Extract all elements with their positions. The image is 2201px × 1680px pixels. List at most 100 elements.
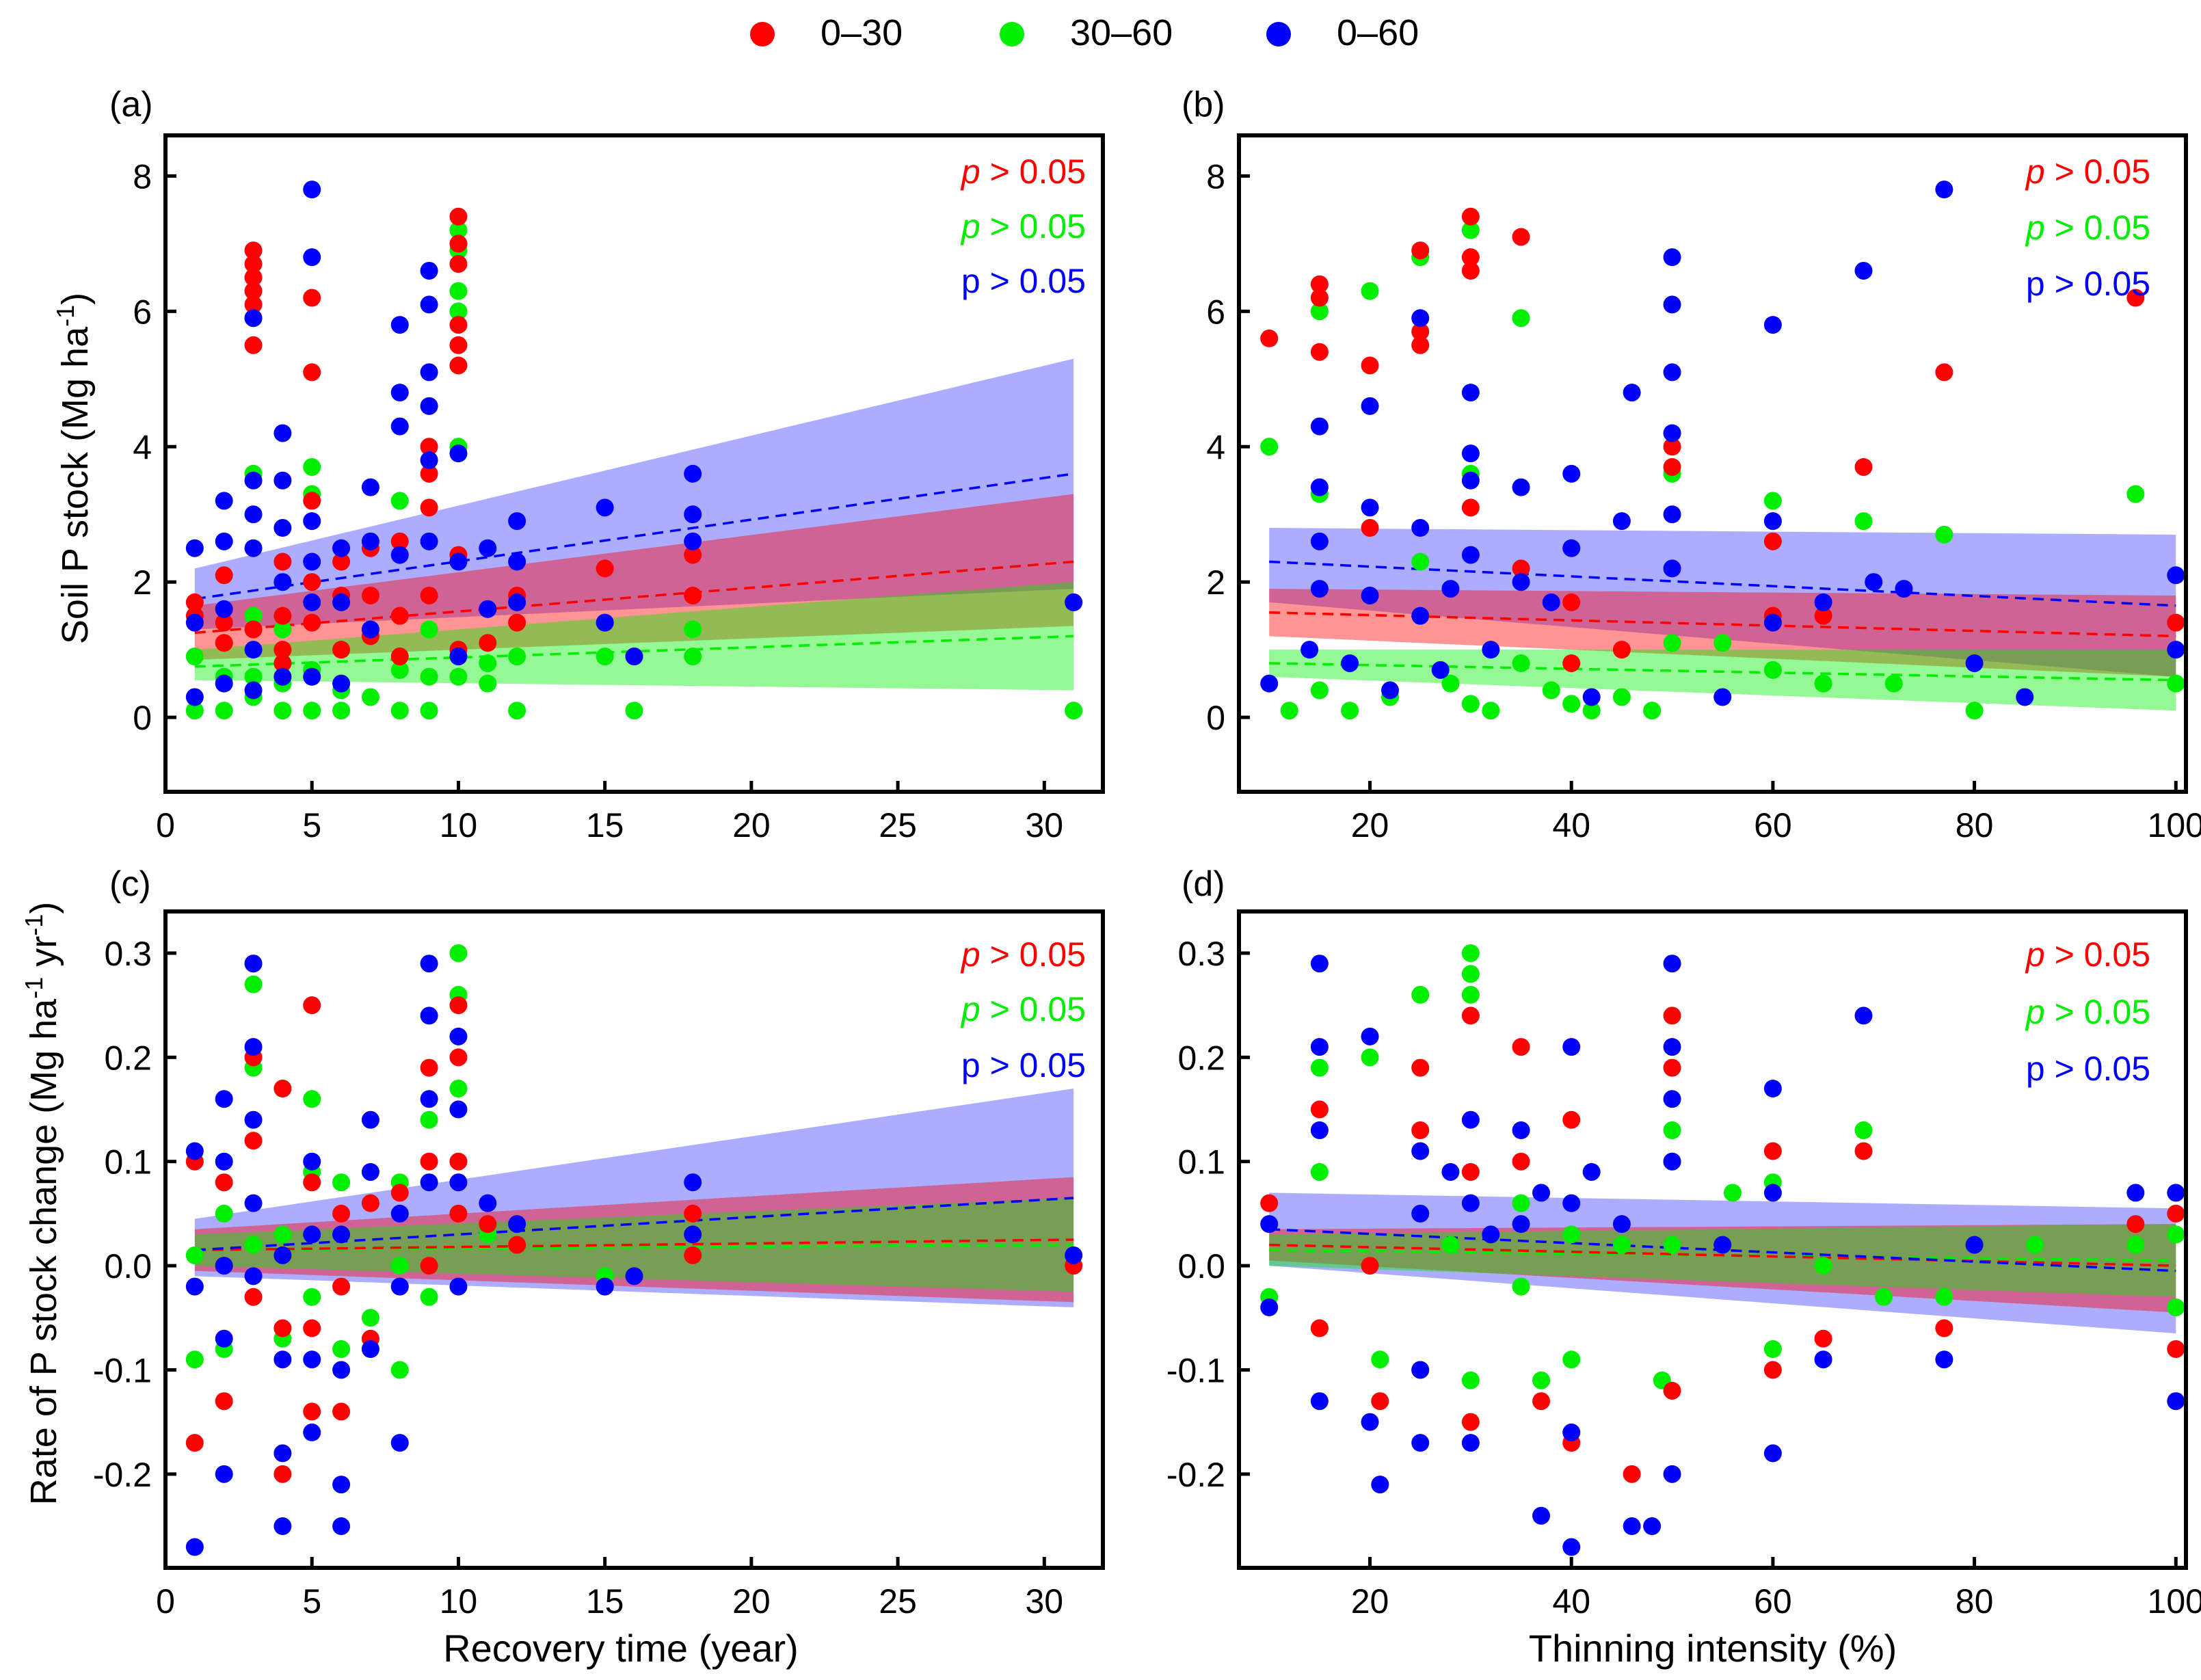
panel-c-point-blue	[274, 1517, 292, 1536]
panel-b-point-blue	[2016, 688, 2034, 706]
panel-c-point-blue	[244, 1267, 263, 1285]
panel-b-point-blue	[1562, 464, 1581, 483]
panel-a-point-blue	[244, 641, 263, 659]
panel-b-point-red	[2126, 289, 2145, 307]
panel-a-point-blue	[449, 552, 468, 571]
panel-a-point-green	[420, 620, 438, 639]
panel-c-point-red	[420, 1058, 438, 1077]
panel-d-point-red	[1461, 1006, 1480, 1025]
panel-d-point-blue	[1371, 1476, 1389, 1494]
panel-c-point-blue	[420, 1006, 438, 1025]
panel-d-point-green	[1874, 1288, 1893, 1306]
panel-c-annotation-green: p > 0.05	[960, 990, 1086, 1028]
panel-c-xtick-label: 30	[1026, 1582, 1064, 1621]
panel-b-point-blue	[1663, 505, 1681, 524]
panel-a-point-red	[244, 620, 263, 639]
panel-a-point-green	[508, 648, 526, 666]
panel-c-point-green	[244, 975, 263, 994]
panel-c-point-blue	[479, 1194, 497, 1212]
panel-a-fit-green	[194, 635, 1074, 668]
panel-c-ytick-label: -0.2	[93, 1456, 152, 1494]
panel-d-point-blue	[1562, 1194, 1581, 1212]
panel-d-point-green	[2167, 1225, 2185, 1244]
panel-d-point-blue	[1532, 1506, 1551, 1525]
panel-a-point-blue	[449, 444, 468, 463]
panel-c-annotation-red-text: > 0.05	[981, 935, 1086, 974]
panel-b-point-blue	[1260, 674, 1279, 693]
panel-a-fit-red	[194, 560, 1074, 635]
panel-a-point-green	[596, 648, 614, 666]
panel-a-ylabel-tail: )	[55, 293, 96, 305]
panel-c-point-green	[303, 1288, 321, 1306]
panel-c-point-blue	[215, 1090, 233, 1108]
panel-b-xticks: 20 40 60 80 100	[1351, 781, 2201, 844]
panel-c-point-blue	[684, 1173, 702, 1192]
panel-d-point-green	[1663, 1121, 1681, 1139]
panel-b-point-green	[1854, 512, 1873, 531]
panel-c-band-red	[194, 1177, 1074, 1303]
panel-d-point-green	[1411, 985, 1430, 1004]
panel-a-point-red	[303, 573, 321, 591]
panel-a-point-blue	[420, 451, 438, 470]
panel-a-band-blue	[194, 358, 1074, 630]
panel-b-point-green	[1260, 438, 1279, 456]
panel-a-point-blue	[185, 613, 204, 632]
panel-b-point-blue	[1381, 681, 1400, 699]
panel-a-point-blue	[390, 384, 409, 402]
panel-c-point-blue	[332, 1225, 351, 1244]
panel-b-point-green	[1935, 525, 1953, 544]
panel-c-point-blue	[332, 1476, 351, 1494]
panel-c-ytick-label: 0.0	[104, 1247, 152, 1285]
panel-b-point-green	[1280, 702, 1298, 720]
panel-d-xtick-label: 80	[1956, 1582, 1994, 1621]
panel-b-point-green	[1461, 221, 1480, 239]
panel-b-point-red	[1512, 228, 1530, 246]
panel-d-point-red	[1461, 1162, 1480, 1181]
panel-a-point-blue	[274, 573, 292, 591]
panel-a-point-blue	[303, 667, 321, 686]
panel-a-point-red	[390, 532, 409, 550]
panel-c-point-green	[332, 1340, 351, 1358]
panel-c-point-blue	[449, 1277, 468, 1296]
panel-a-ytick-label: 8	[133, 157, 152, 196]
panel-b-point-green	[1512, 654, 1530, 672]
panel-a-point-green	[303, 702, 321, 720]
panel-b-point-red	[1814, 606, 1832, 625]
panel-c-xtick-label: 20	[732, 1582, 771, 1621]
panel-c-fit-red	[194, 1238, 1074, 1251]
panel-d-point-red	[1663, 1058, 1681, 1077]
panel-c-annotation-green-p: p	[960, 990, 981, 1028]
panel-c-point-red	[274, 1319, 292, 1337]
panel-d-point-blue	[2167, 1184, 2185, 1202]
panel-b-point-blue	[1663, 559, 1681, 578]
panel-a-point-green	[215, 702, 233, 720]
panel-b-yticks: 0 2 4 6 8	[1206, 157, 1250, 737]
panel-a-point-red	[244, 336, 263, 354]
panel-c-point-blue	[596, 1277, 614, 1296]
panel-c-point-blue	[185, 1538, 204, 1556]
panel-b-point-green	[1763, 661, 1782, 679]
panel-d-point-red	[1663, 1381, 1681, 1400]
panel-c-point-blue	[244, 1194, 263, 1212]
panel-b-point-blue	[1512, 573, 1530, 591]
panel-b-point-blue	[2167, 566, 2185, 585]
panel-d-point-blue	[1663, 1152, 1681, 1171]
panel-d-xtick-label: 60	[1754, 1582, 1792, 1621]
panel-d-point-red	[1371, 1392, 1389, 1411]
panel-c-point-red	[684, 1246, 702, 1264]
panel-d-point-blue	[2167, 1392, 2185, 1411]
legend-marker-30-60	[1000, 22, 1024, 46]
panel-a-point-blue	[244, 539, 263, 557]
panel-a-point-red	[508, 613, 526, 632]
panel-d-point-green	[1854, 1121, 1873, 1139]
panel-a-point-red	[185, 593, 204, 611]
panel-b-point-red	[1310, 289, 1329, 307]
panel-c-ylabel-sup: -1	[20, 977, 48, 999]
panel-d-point-green	[1461, 965, 1480, 983]
panel-c-ytick-label: 0.3	[104, 935, 152, 973]
panel-c-point-blue	[361, 1110, 379, 1129]
panel-a-point-green	[390, 661, 409, 679]
panel-a-annotation-red-text: > 0.05	[981, 152, 1086, 191]
panel-d-point-blue	[1411, 1361, 1430, 1379]
